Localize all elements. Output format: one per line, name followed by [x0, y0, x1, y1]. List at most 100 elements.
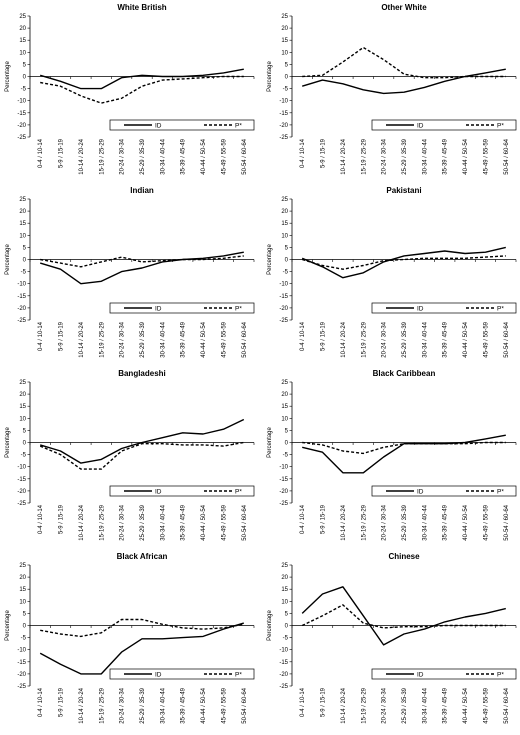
x-tick-label: 15-19 / 25-29	[99, 687, 105, 723]
panel-black-african: Black African Percentage 25 20 15 10 5 0 -5 -10 -1…	[5, 552, 255, 724]
x-tick-label: 45-49 / 55-59	[484, 504, 490, 540]
x-tick-label: 45-49 / 55-59	[222, 321, 228, 357]
legend	[371, 302, 517, 314]
x-tick-label: 45-49 / 55-59	[222, 687, 228, 723]
series-line-id	[301, 68, 506, 95]
panel-black-caribbean: Black Caribbean Percentage 25 20 15 10 5 0 -5 -10…	[267, 369, 517, 541]
x-tick-label: 15-19 / 25-29	[99, 504, 105, 540]
legend	[109, 302, 255, 314]
x-tick-label: 30-34 / 40-44	[422, 504, 428, 540]
y-tick-label: 0	[23, 624, 27, 630]
x-tick-label: 30-34 / 40-44	[422, 321, 428, 357]
y-tick-label: 0	[23, 258, 27, 264]
legend-label-p: P*	[235, 305, 242, 312]
x-tick-label: 35-39 / 45-49	[443, 687, 449, 723]
x-tick-label: 10-14 / 20-24	[79, 687, 85, 723]
x-tick-label: 20-24 / 30-34	[382, 138, 388, 174]
legend-label-p: P*	[497, 671, 504, 678]
panel-title: Chinese	[388, 552, 420, 561]
y-axis-label: Percentage	[267, 244, 273, 275]
y-tick-label: -10	[17, 282, 26, 288]
y-tick-label: -20	[279, 306, 288, 312]
x-tick-label: 15-19 / 25-29	[361, 504, 367, 540]
y-tick-label: -25	[279, 501, 288, 507]
y-tick-label: -10	[279, 648, 288, 654]
y-tick-label: 5	[285, 245, 289, 251]
x-tick-label: 50-54 / 60-64	[242, 138, 248, 174]
y-axis-label: Percentage	[267, 427, 273, 458]
y-tick-label: 5	[23, 62, 27, 68]
y-tick-label: 0	[285, 258, 289, 264]
legend-label-p: P*	[497, 122, 504, 129]
x-tick-label: 30-34 / 40-44	[160, 321, 166, 357]
x-tick-label: 50-54 / 60-64	[242, 321, 248, 357]
y-axis-label: Percentage	[5, 427, 11, 458]
y-axis-label: Percentage	[267, 61, 273, 92]
legend-label-id: ID	[417, 488, 424, 495]
x-tick-label: 20-24 / 30-34	[120, 321, 126, 357]
y-tick-label: 20	[19, 392, 26, 398]
x-tick-label: 40-44 / 50-54	[463, 138, 469, 174]
y-tick-label: 0	[23, 75, 27, 81]
legend-label-id: ID	[155, 122, 162, 129]
x-tick-label: 35-39 / 45-49	[181, 321, 187, 357]
y-tick-label: -10	[17, 648, 26, 654]
series-line-id	[39, 418, 245, 464]
x-tick-label: 25-29 / 35-39	[402, 321, 408, 357]
series-line-p	[40, 618, 244, 638]
x-tick-label: 20-24 / 30-34	[382, 321, 388, 357]
x-tick-label: 5-9 / 15-19	[59, 321, 65, 351]
x-tick-label: 0-4 / 10-14	[300, 138, 306, 168]
x-tick-label: 45-49 / 55-59	[484, 138, 490, 174]
x-tick-label: 45-49 / 55-59	[222, 138, 228, 174]
y-axis-label: Percentage	[5, 61, 11, 92]
x-tick-label: 20-24 / 30-34	[382, 687, 388, 723]
x-tick-label: 40-44 / 50-54	[201, 504, 207, 540]
y-tick-label: -5	[21, 453, 27, 459]
y-tick-label: 25	[19, 380, 26, 386]
y-tick-label: 10	[19, 599, 26, 605]
x-tick-label: 30-34 / 40-44	[422, 687, 428, 723]
y-tick-label: -5	[21, 87, 27, 93]
x-tick-label: 25-29 / 35-39	[140, 321, 146, 357]
x-tick-label: 25-29 / 35-39	[402, 138, 408, 174]
series-line-p	[39, 441, 244, 470]
legend	[371, 485, 517, 497]
legend-label-p: P*	[497, 305, 504, 312]
y-tick-label: 5	[23, 245, 27, 251]
legend-label-id: ID	[155, 488, 162, 495]
panel-other-white: Other White Percentage 25 20 15 10 5 0 -5 -10 -15 -…	[267, 3, 517, 175]
y-tick-label: 10	[19, 233, 26, 239]
y-tick-label: -15	[279, 294, 288, 300]
x-tick-label: 5-9 / 15-19	[321, 321, 327, 351]
y-tick-label: -20	[279, 672, 288, 678]
y-tick-label: -15	[17, 111, 26, 117]
x-tick-label: 50-54 / 60-64	[242, 504, 248, 540]
x-tick-label: 20-24 / 30-34	[382, 504, 388, 540]
y-tick-label: 25	[19, 197, 26, 203]
legend-label-p: P*	[235, 488, 242, 495]
x-tick-label: 0-4 / 10-14	[38, 138, 44, 168]
y-tick-label: -20	[17, 306, 26, 312]
y-tick-label: 10	[281, 599, 288, 605]
series-line-p	[40, 75, 244, 104]
x-tick-label: 15-19 / 25-29	[361, 687, 367, 723]
legend	[371, 119, 517, 131]
series-line-p	[301, 604, 506, 629]
panel-indian: Indian Percentage 25 20 15 10 5 0 -5 -10 -15 -20 -25…	[5, 186, 255, 358]
x-tick-label: 10-14 / 20-24	[341, 138, 347, 174]
x-tick-label: 0-4 / 10-14	[38, 321, 44, 351]
y-tick-label: -15	[17, 660, 26, 666]
x-tick-label: 0-4 / 10-14	[38, 687, 44, 717]
y-tick-label: 10	[281, 50, 288, 56]
panel-pakistani: Pakistani Percentage 25 20 15 10 5 0 -5 -10 -15 -20…	[267, 186, 517, 358]
legend-label-p: P*	[235, 122, 242, 129]
y-tick-label: 0	[285, 441, 289, 447]
y-tick-label: 5	[285, 428, 289, 434]
y-tick-label: 0	[23, 441, 27, 447]
x-tick-label: 25-29 / 35-39	[402, 504, 408, 540]
x-tick-label: 25-29 / 35-39	[140, 687, 146, 723]
x-tick-label: 5-9 / 15-19	[59, 504, 65, 534]
y-tick-label: -25	[17, 135, 26, 141]
